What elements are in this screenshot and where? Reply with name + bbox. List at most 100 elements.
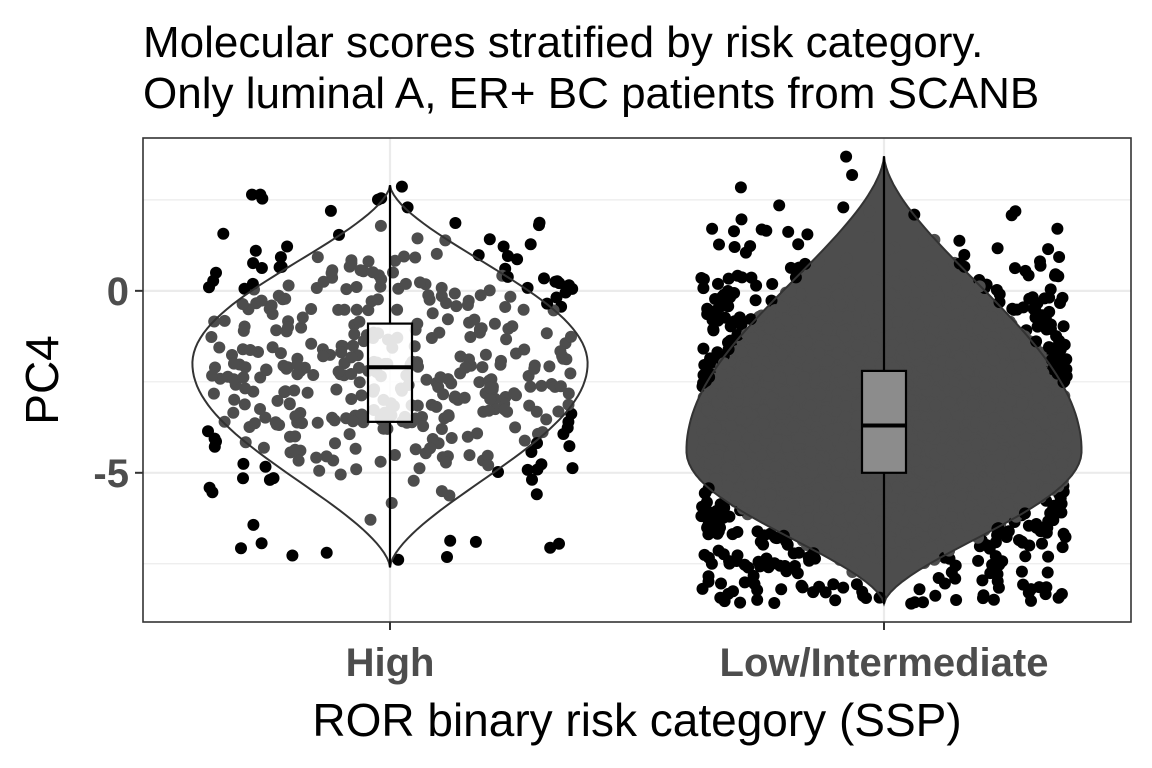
data-point — [538, 272, 550, 285]
data-point — [960, 278, 973, 291]
data-point — [525, 446, 538, 458]
data-point — [714, 521, 726, 534]
data-point — [891, 316, 904, 329]
data-point — [844, 510, 857, 523]
data-point — [833, 297, 846, 310]
data-point — [274, 347, 287, 360]
data-point — [944, 532, 957, 545]
data-point — [704, 432, 717, 444]
data-point — [777, 398, 790, 411]
data-point — [977, 495, 990, 508]
data-point — [1013, 359, 1026, 372]
data-point — [774, 499, 787, 512]
data-point — [853, 493, 866, 506]
data-point — [1015, 535, 1028, 548]
data-point — [237, 324, 250, 337]
data-point — [742, 432, 755, 444]
data-point — [207, 387, 220, 400]
data-point — [876, 332, 889, 345]
data-point — [751, 593, 764, 606]
data-point — [900, 548, 913, 561]
data-point — [979, 379, 992, 392]
data-point — [840, 492, 853, 505]
data-point — [917, 478, 930, 491]
data-point — [524, 380, 537, 393]
data-point — [831, 492, 844, 505]
data-point — [831, 365, 844, 378]
data-point — [392, 553, 405, 566]
data-point — [530, 488, 543, 501]
data-point — [773, 199, 786, 212]
data-point — [988, 412, 1001, 425]
data-point — [430, 400, 443, 413]
data-point — [931, 369, 944, 382]
data-point — [238, 282, 251, 295]
data-point — [950, 297, 963, 309]
data-point — [742, 386, 755, 399]
data-point — [237, 457, 250, 470]
data-point — [227, 373, 240, 386]
data-point — [884, 288, 897, 301]
data-point — [301, 386, 314, 399]
data-point — [218, 314, 231, 327]
data-point — [424, 442, 437, 455]
data-point — [433, 326, 446, 339]
data-point — [255, 537, 268, 550]
data-point — [953, 500, 966, 513]
data-point — [1009, 348, 1022, 360]
data-point — [774, 327, 787, 340]
data-point — [801, 336, 813, 349]
data-point — [1015, 565, 1028, 578]
data-point — [526, 473, 538, 486]
data-point — [458, 391, 471, 404]
data-point — [832, 503, 845, 516]
data-point — [311, 251, 324, 264]
data-point — [482, 404, 495, 417]
data-point — [1042, 243, 1055, 256]
data-point — [828, 335, 841, 348]
data-point — [794, 345, 806, 358]
data-point — [844, 276, 857, 289]
data-point — [375, 273, 388, 286]
data-point — [249, 244, 262, 257]
data-point — [563, 279, 575, 292]
data-point — [354, 264, 367, 277]
data-point — [540, 413, 553, 426]
data-point — [1025, 594, 1037, 607]
data-point — [1019, 375, 1032, 388]
x-tick-label: Low/Intermediate — [720, 641, 1049, 685]
data-point — [736, 271, 748, 284]
data-point — [791, 567, 804, 580]
data-point — [994, 424, 1007, 437]
data-point — [535, 379, 548, 392]
data-point — [1018, 481, 1031, 494]
data-point — [543, 360, 556, 373]
data-point — [835, 441, 848, 454]
data-point — [501, 250, 514, 262]
data-point — [819, 489, 832, 502]
data-point — [775, 583, 788, 596]
data-point — [795, 579, 808, 592]
data-point — [987, 593, 1000, 606]
chart-title-line-1: Molecular scores stratified by risk cate… — [143, 18, 983, 67]
data-point — [873, 503, 886, 516]
data-point — [936, 443, 949, 456]
data-point — [765, 294, 778, 307]
data-point — [528, 362, 541, 375]
data-point — [217, 227, 230, 240]
data-point — [439, 456, 452, 469]
data-point — [995, 448, 1007, 461]
data-point — [922, 421, 935, 434]
chart-title-line-2: Only luminal A, ER+ BC patients from SCA… — [143, 69, 1039, 118]
data-point — [1017, 440, 1030, 453]
data-point — [945, 357, 958, 370]
data-point — [1052, 480, 1065, 493]
data-point — [1010, 373, 1023, 386]
data-point — [1013, 491, 1026, 504]
data-point — [1040, 323, 1053, 336]
data-point — [929, 469, 942, 482]
data-point — [484, 393, 497, 406]
data-point — [945, 511, 958, 523]
data-point — [1004, 394, 1017, 407]
